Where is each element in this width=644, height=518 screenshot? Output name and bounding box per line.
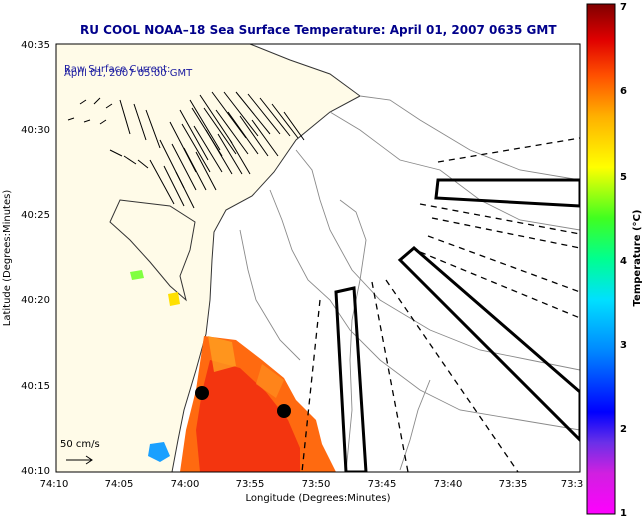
radar-footprints [334, 178, 580, 472]
radar-boundary-lines [301, 137, 580, 472]
station-marker [277, 404, 291, 418]
colorbar-tick-label: 3 [620, 340, 627, 351]
scale-label: 50 cm/s [60, 439, 100, 450]
x-tick-label: 74:05 [105, 479, 134, 490]
colorbar-tick-label: 1 [620, 508, 627, 518]
x-tick-labels: 74:10 74:05 74:00 73:55 73:50 73:45 73:4… [40, 479, 584, 490]
colorbar-tick-label: 6 [620, 86, 627, 97]
x-tick-label: 73:40 [434, 479, 463, 490]
y-tick-label: 40:35 [21, 40, 50, 51]
colorbar-tick-label: 2 [620, 424, 627, 435]
x-tick-label: 73:45 [368, 479, 397, 490]
sst-patch-core [196, 360, 300, 472]
peninsula [109, 199, 196, 302]
surface-current-vectors [67, 91, 305, 209]
station-marker [195, 386, 209, 400]
x-tick-label: 73:3 [561, 479, 583, 490]
figure-title: RU COOL NOAA–18 Sea Surface Temperature:… [80, 23, 557, 37]
colorbar-tick-label: 4 [620, 256, 627, 267]
land-mass [56, 44, 361, 472]
x-tick-label: 73:50 [302, 479, 331, 490]
scale-arrow [66, 455, 93, 465]
map-area [56, 44, 580, 472]
map-frame [55, 43, 581, 473]
current-legend-line2: April 01, 2007 05:00 GMT [64, 68, 193, 79]
x-tick-label: 74:00 [171, 479, 200, 490]
colorbar-tick-label: 5 [620, 172, 627, 183]
y-tick-labels: 40:35 40:30 40:25 40:20 40:15 40:10 [21, 40, 50, 477]
colorbar-title: Temperature (°C) [632, 210, 643, 307]
x-tick-label: 73:35 [499, 479, 528, 490]
x-tick-label: 73:55 [236, 479, 265, 490]
y-tick-label: 40:15 [21, 381, 50, 392]
y-tick-label: 40:10 [21, 466, 50, 477]
x-axis-title: Longitude (Degrees:Minutes) [245, 493, 390, 504]
x-tick-label: 74:10 [40, 479, 69, 490]
colorbar-tick-label: 7 [620, 2, 627, 13]
colorbar-ticks: 7 6 5 4 3 2 1 [620, 2, 627, 518]
current-legend-line1: Raw Surface Current: [64, 64, 170, 75]
y-tick-label: 40:25 [21, 210, 50, 221]
y-axis-title: Latitude (Degrees:Minutes) [2, 190, 13, 327]
colorbar [586, 3, 616, 515]
y-tick-label: 40:30 [21, 125, 50, 136]
y-tick-label: 40:20 [21, 295, 50, 306]
